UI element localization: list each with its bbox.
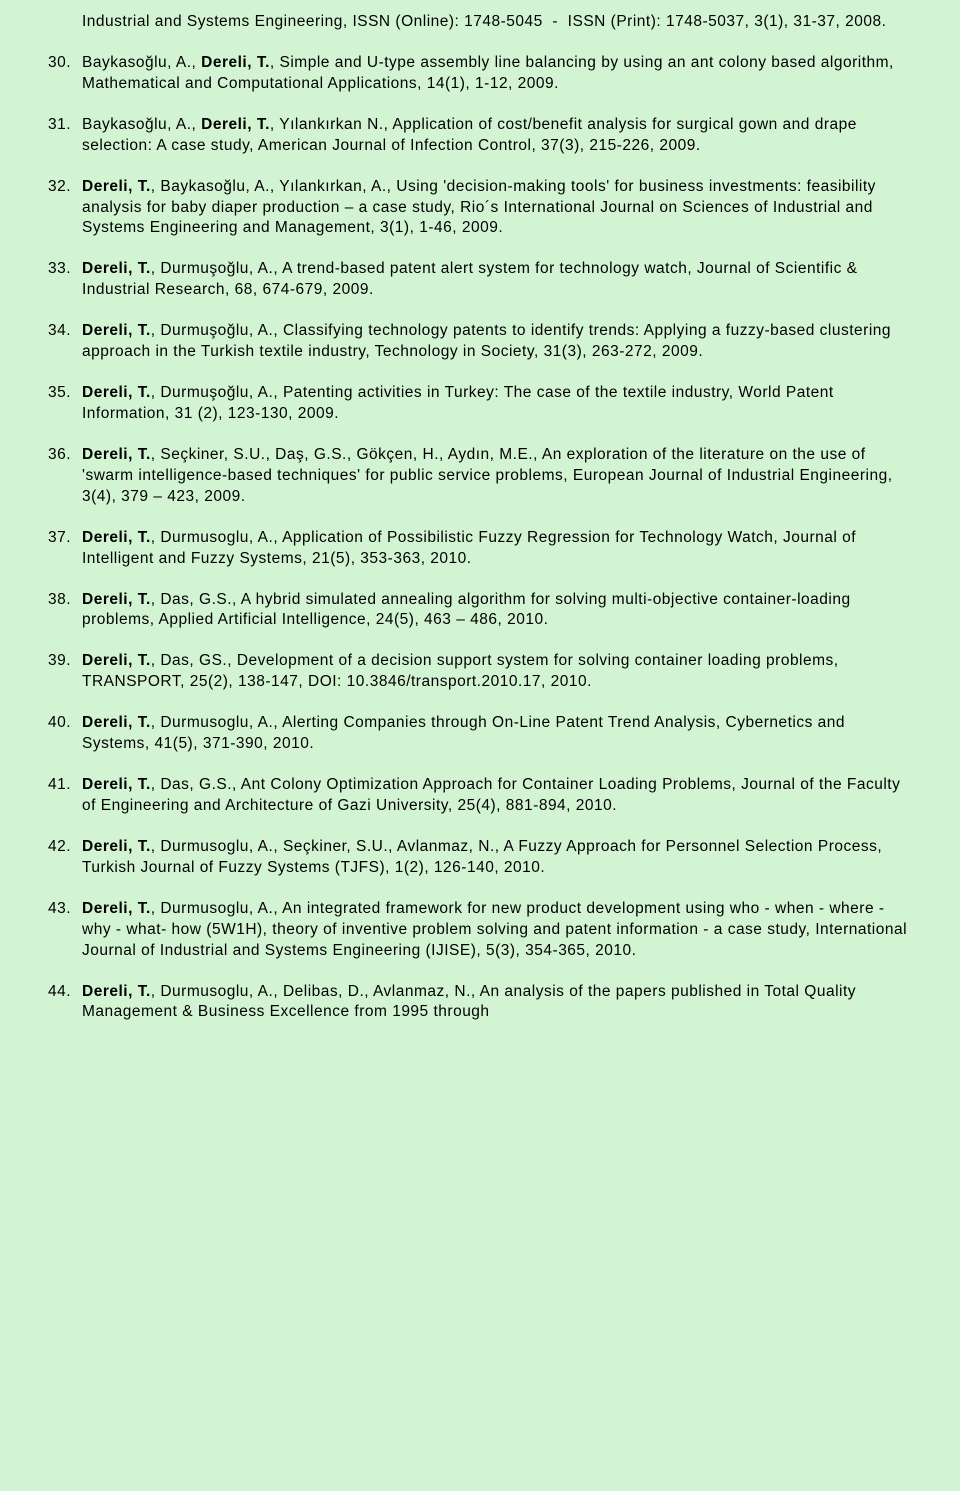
reference-entry: 36.Dereli, T., Seçkiner, S.U., Daş, G.S.… (48, 445, 912, 508)
ref-number: 41. (48, 775, 82, 817)
reference-entry: 44.Dereli, T., Durmusoglu, A., Delibas, … (48, 982, 912, 1024)
ref-number: 42. (48, 837, 82, 879)
ref-number: 30. (48, 53, 82, 95)
reference-entry: 32.Dereli, T., Baykasoğlu, A., Yılankırk… (48, 177, 912, 240)
ref-text: Baykasoğlu, A., Dereli, T., Simple and U… (82, 53, 912, 95)
ref-number: 40. (48, 713, 82, 755)
ref-text: Baykasoğlu, A., Dereli, T., Yılankırkan … (82, 115, 912, 157)
reference-entry: 43.Dereli, T., Durmusoglu, A., An integr… (48, 899, 912, 962)
references-list: 30.Baykasoğlu, A., Dereli, T., Simple an… (48, 53, 912, 1023)
ref-text: Industrial and Systems Engineering, ISSN… (82, 12, 912, 33)
ref-number: 31. (48, 115, 82, 157)
ref-number: 39. (48, 651, 82, 693)
ref-number: 33. (48, 259, 82, 301)
reference-continuation: Industrial and Systems Engineering, ISSN… (48, 12, 912, 33)
ref-number: 44. (48, 982, 82, 1024)
ref-text: Dereli, T., Durmuşoğlu, A., Patenting ac… (82, 383, 912, 425)
ref-text: Dereli, T., Durmusoglu, A., An integrate… (82, 899, 912, 962)
reference-entry: 41.Dereli, T., Das, G.S., Ant Colony Opt… (48, 775, 912, 817)
reference-entry: 40.Dereli, T., Durmusoglu, A., Alerting … (48, 713, 912, 755)
ref-number: 34. (48, 321, 82, 363)
ref-number-blank (48, 12, 82, 33)
reference-page: Industrial and Systems Engineering, ISSN… (0, 0, 960, 1035)
ref-text: Dereli, T., Durmuşoğlu, A., A trend-base… (82, 259, 912, 301)
ref-number: 43. (48, 899, 82, 962)
reference-entry: 42.Dereli, T., Durmusoglu, A., Seçkiner,… (48, 837, 912, 879)
reference-entry: 35.Dereli, T., Durmuşoğlu, A., Patenting… (48, 383, 912, 425)
reference-entry: 31.Baykasoğlu, A., Dereli, T., Yılankırk… (48, 115, 912, 157)
ref-number: 38. (48, 590, 82, 632)
ref-number: 32. (48, 177, 82, 240)
ref-text: Dereli, T., Baykasoğlu, A., Yılankırkan,… (82, 177, 912, 240)
reference-entry: 30.Baykasoğlu, A., Dereli, T., Simple an… (48, 53, 912, 95)
ref-text: Dereli, T., Seçkiner, S.U., Daş, G.S., G… (82, 445, 912, 508)
ref-text: Dereli, T., Durmusoglu, A., Alerting Com… (82, 713, 912, 755)
reference-entry: 34.Dereli, T., Durmuşoğlu, A., Classifyi… (48, 321, 912, 363)
reference-entry: 39.Dereli, T., Das, GS., Development of … (48, 651, 912, 693)
ref-text: Dereli, T., Durmuşoğlu, A., Classifying … (82, 321, 912, 363)
ref-text: Dereli, T., Durmusoglu, A., Delibas, D.,… (82, 982, 912, 1024)
ref-number: 36. (48, 445, 82, 508)
ref-text: Dereli, T., Das, GS., Development of a d… (82, 651, 912, 693)
reference-entry: 33.Dereli, T., Durmuşoğlu, A., A trend-b… (48, 259, 912, 301)
reference-entry: 38.Dereli, T., Das, G.S., A hybrid simul… (48, 590, 912, 632)
ref-text: Dereli, T., Das, G.S., Ant Colony Optimi… (82, 775, 912, 817)
ref-number: 35. (48, 383, 82, 425)
ref-text: Dereli, T., Durmusoglu, A., Seçkiner, S.… (82, 837, 912, 879)
ref-number: 37. (48, 528, 82, 570)
ref-text: Dereli, T., Durmusoglu, A., Application … (82, 528, 912, 570)
ref-text: Dereli, T., Das, G.S., A hybrid simulate… (82, 590, 912, 632)
reference-entry: 37.Dereli, T., Durmusoglu, A., Applicati… (48, 528, 912, 570)
